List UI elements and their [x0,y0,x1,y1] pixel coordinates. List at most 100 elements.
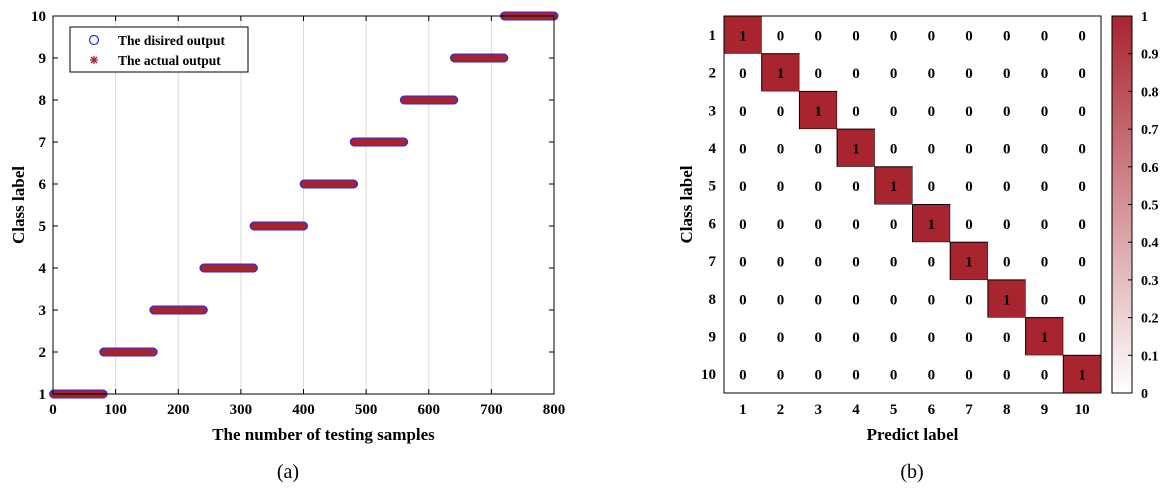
colorbar-tick-label: 0.4 [1141,236,1159,251]
matrix-y-axis-label: Class label [677,165,696,243]
matrix-cell-value: 0 [928,255,936,271]
matrix-cell [1025,317,1064,356]
matrix-cell-value: 0 [1078,217,1086,233]
matrix-cell [799,242,838,280]
matrix-cell-value: 0 [1041,292,1049,308]
matrix-cell [874,166,913,206]
matrix-cell [724,355,762,393]
matrix-cell-value: 0 [928,179,936,195]
matrix-cell-value: 0 [739,141,747,157]
y-tick-label: 8 [709,292,717,308]
x-tick-label: 7 [965,402,973,418]
matrix-cell-value: 0 [777,255,785,271]
matrix-cell-value: 0 [965,179,973,195]
matrix-cell [1025,129,1064,167]
matrix-cell-value: 0 [928,66,936,82]
matrix-cell-value: 0 [852,28,860,44]
matrix-cell [761,317,800,356]
matrix-cell [1025,279,1064,318]
actual-output-class-9 [450,54,508,62]
y-tick-label: 8 [39,93,47,109]
x-tick-label: 300 [230,402,253,418]
actual-point [450,96,458,104]
matrix-cell-value: 0 [739,368,747,384]
y-tick-label: 4 [39,261,47,277]
matrix-cell [761,129,800,167]
matrix-cell-value: 0 [965,330,973,346]
x-tick-label: 600 [418,402,441,418]
matrix-cell-value: 1 [890,179,898,195]
matrix-cell [987,16,1026,54]
matrix-cell [1063,317,1101,356]
matrix-cell-value: 0 [1078,292,1086,308]
matrix-cell-value: 0 [928,330,936,346]
matrix-cell-value: 0 [815,141,823,157]
matrix-cell [1025,91,1064,130]
matrix-cell [950,91,988,130]
actual-output-class-5 [250,222,307,230]
matrix-cell [874,91,913,130]
matrix-cell-value: 0 [890,292,898,308]
matrix-cell-value: 1 [815,104,823,120]
matrix-cell [950,204,988,243]
matrix-cell [1063,166,1101,205]
matrix-cell-value: 0 [1041,368,1049,384]
scatter-x-ticks: 0 100 200 300 400 500 600 700 800 [49,16,565,418]
actual-point [199,306,207,314]
matrix-cell [724,204,762,243]
matrix-cell [799,204,838,243]
matrix-cell-value: 0 [965,292,973,308]
matrix-cell [799,317,838,356]
matrix-cell-value: 0 [1078,179,1086,195]
matrix-cell [837,91,875,130]
matrix-cell-value: 0 [815,28,823,44]
matrix-cell-value: 0 [852,255,860,271]
matrix-cell [724,53,762,92]
matrix-cell [987,166,1026,205]
matrix-cell-value: 0 [739,104,747,120]
matrix-cell-value: 0 [739,179,747,195]
x-tick-label: 800 [543,402,566,418]
colorbar-tick-label: 0.6 [1141,161,1159,176]
matrix-cell [987,355,1026,393]
matrix-cell-value: 0 [777,368,785,384]
colorbar-tick-label: 0.5 [1141,199,1159,214]
matrix-cell [724,317,762,356]
confusion-matrix-frame [723,15,1102,394]
y-tick-label: 5 [39,219,47,235]
x-tick-label: 3 [815,402,823,418]
matrix-cell [724,242,762,280]
matrix-cell [761,91,800,130]
matrix-cell-value: 0 [1078,66,1086,82]
colorbar-tick-label: 0.9 [1141,48,1159,63]
x-tick-label: 400 [292,402,315,418]
matrix-cell-value: 0 [815,66,823,82]
matrix-cell [1063,279,1101,318]
legend-box [69,26,249,73]
matrix-cell-value: 0 [1041,141,1049,157]
matrix-cell-value: 0 [852,217,860,233]
matrix-cell [837,355,875,393]
matrix-cell [761,279,800,318]
matrix-cell [987,317,1026,356]
matrix-cell-value: 0 [1078,255,1086,271]
matrix-cell [1025,16,1064,54]
actual-output-class-2 [100,348,157,356]
y-tick-label: 3 [709,103,717,119]
x-tick-label: 9 [1041,402,1049,418]
x-tick-label: 5 [890,402,898,418]
x-tick-label: 4 [852,402,860,418]
scatter-y-axis-label: Class label [9,166,28,244]
x-tick-label: 8 [1003,402,1011,418]
matrix-cell [912,53,951,92]
actual-point [149,348,157,356]
matrix-cell [874,317,913,356]
matrix-cell-value: 0 [1003,66,1011,82]
matrix-cell [987,279,1027,319]
matrix-cell [1025,166,1064,205]
matrix-cell-value: 0 [928,368,936,384]
matrix-cell-value: 0 [1041,217,1049,233]
matrix-cell-value: 0 [890,28,898,44]
matrix-cell [761,242,800,280]
